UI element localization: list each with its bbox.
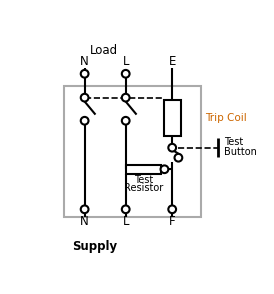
Text: Load: Load [90, 44, 118, 57]
Text: E: E [169, 55, 176, 68]
Text: N: N [80, 55, 89, 68]
Circle shape [168, 206, 176, 213]
Bar [64, 86, 201, 217]
Text: L: L [122, 55, 129, 68]
Text: Test: Test [134, 175, 153, 185]
Text: N: N [80, 215, 89, 228]
Circle shape [168, 144, 176, 151]
Text: Resistor: Resistor [124, 183, 163, 193]
Text: Test: Test [224, 136, 243, 146]
Text: F: F [169, 215, 176, 228]
Bar [164, 100, 181, 136]
Text: Button: Button [224, 147, 257, 157]
Circle shape [122, 94, 130, 101]
Circle shape [81, 117, 89, 125]
Circle shape [81, 70, 89, 78]
Text: L: L [122, 215, 129, 228]
Text: Supply: Supply [72, 240, 117, 253]
Circle shape [122, 117, 130, 125]
Text: Trip Coil: Trip Coil [205, 113, 247, 123]
Circle shape [122, 70, 130, 78]
Bar [126, 165, 161, 174]
Circle shape [81, 206, 89, 213]
Circle shape [161, 166, 168, 173]
Circle shape [122, 206, 130, 213]
Circle shape [175, 154, 182, 162]
Circle shape [81, 94, 89, 101]
